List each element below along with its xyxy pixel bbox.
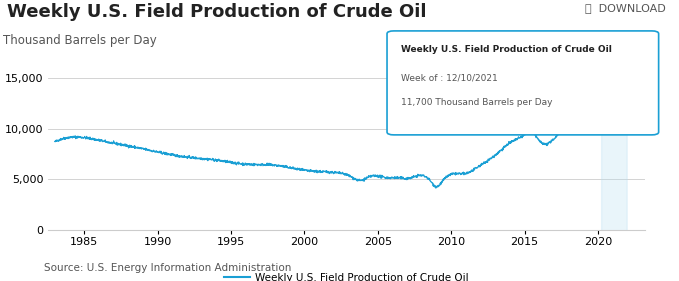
Legend: Weekly U.S. Field Production of Crude Oil: Weekly U.S. Field Production of Crude Oi…: [220, 269, 473, 281]
Text: ⤓  DOWNLOAD: ⤓ DOWNLOAD: [585, 3, 665, 13]
Text: Thousand Barrels per Day: Thousand Barrels per Day: [3, 34, 157, 47]
FancyBboxPatch shape: [387, 31, 659, 135]
Text: Week of : 12/10/2021: Week of : 12/10/2021: [401, 73, 497, 82]
Text: Weekly U.S. Field Production of Crude Oil: Weekly U.S. Field Production of Crude Oi…: [401, 45, 612, 54]
Text: 11,700 Thousand Barrels per Day: 11,700 Thousand Barrels per Day: [401, 98, 552, 107]
Text: Source: U.S. Energy Information Administration: Source: U.S. Energy Information Administ…: [44, 262, 291, 273]
Text: Weekly U.S. Field Production of Crude Oil: Weekly U.S. Field Production of Crude Oi…: [7, 3, 426, 21]
